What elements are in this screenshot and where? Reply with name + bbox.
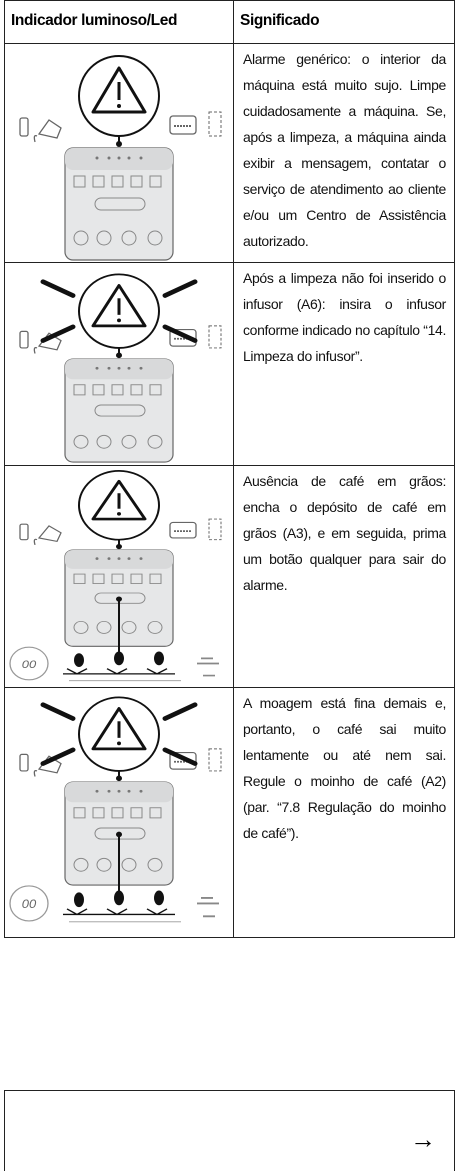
description: Alarme genérico: o interior da máquina e…: [233, 43, 455, 263]
icon-cell: [4, 43, 234, 263]
icon-cell: [4, 687, 234, 938]
description: Ausência de café em grãos: encha o depós…: [233, 465, 455, 688]
header-cell: Significado: [233, 0, 455, 44]
footer-cell: →: [4, 1090, 455, 1171]
illustration: [9, 695, 223, 923]
icon-cell: [4, 465, 234, 688]
illustration: [9, 469, 223, 682]
illustration: [18, 272, 223, 464]
illustration: [18, 54, 223, 262]
next-arrow: →: [410, 1124, 436, 1154]
icon-cell: [4, 262, 234, 466]
header-cell: Indicador luminoso/Led: [4, 0, 234, 44]
description: Após a limpeza não foi inserido o infuso…: [233, 262, 455, 466]
description: A moagem está fina demais e, portanto, o…: [233, 687, 455, 938]
